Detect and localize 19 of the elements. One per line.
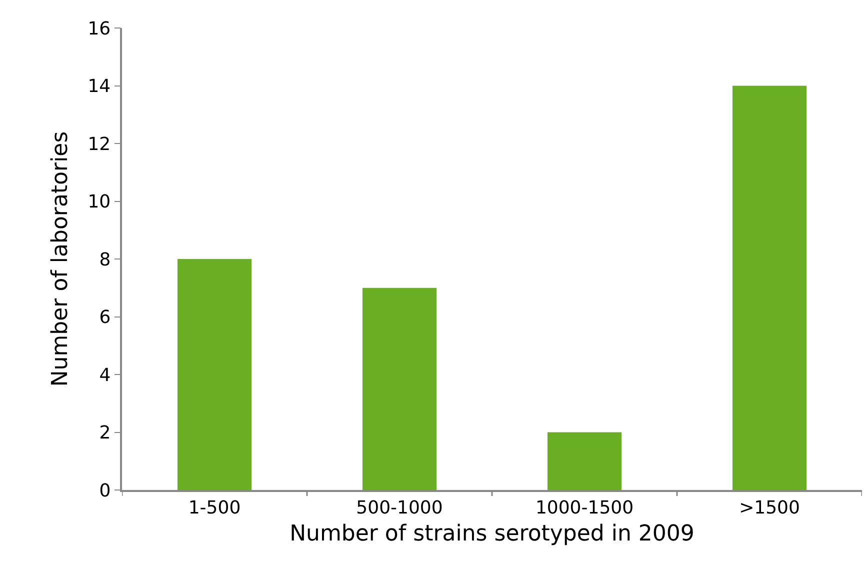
x-tick-label: 1000-1500 <box>535 497 634 518</box>
y-tick-label: 4 <box>99 364 111 386</box>
y-tick-label: 16 <box>88 18 111 40</box>
y-tick-label: 0 <box>99 480 111 502</box>
bar <box>732 86 806 490</box>
bar <box>362 288 436 490</box>
bar <box>548 432 622 490</box>
y-tick-label: 14 <box>88 76 111 98</box>
y-tick-label: 8 <box>99 249 111 270</box>
y-tick-label: 6 <box>99 307 111 328</box>
x-tick-label: 1-500 <box>188 497 241 518</box>
y-tick-label: 10 <box>88 192 111 213</box>
x-tick-label: 500-1000 <box>356 497 443 518</box>
bar <box>178 259 252 490</box>
x-axis-title: Number of strains serotyped in 2009 <box>290 522 694 547</box>
y-tick-label: 12 <box>88 134 111 155</box>
y-tick-label: 2 <box>99 422 111 444</box>
x-tick-label: >1500 <box>739 497 800 518</box>
y-axis-title: Number of laboratories <box>48 131 74 387</box>
